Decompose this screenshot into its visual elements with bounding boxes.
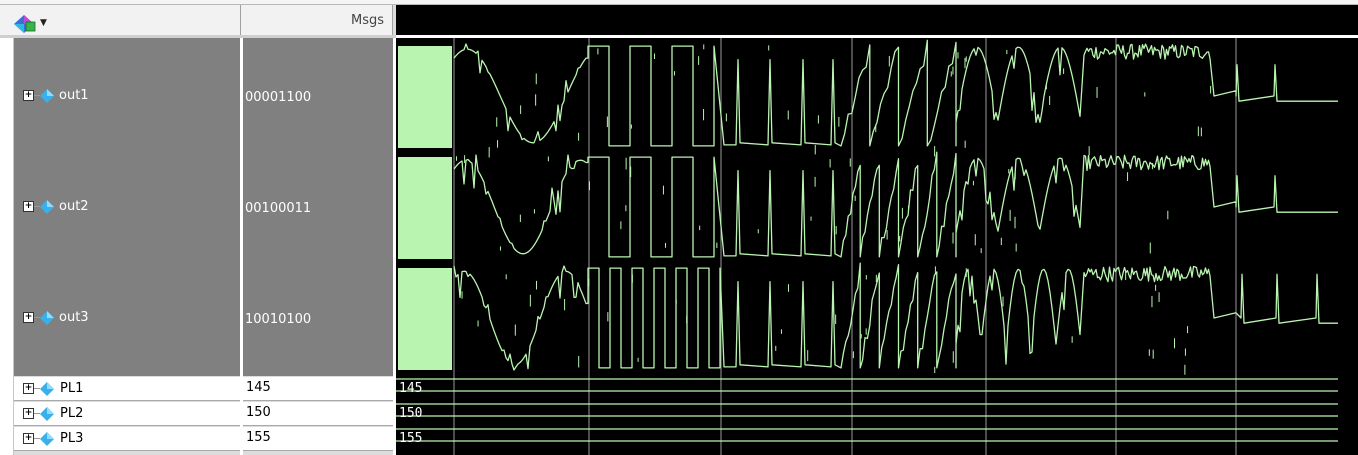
tree-gutter <box>0 38 14 455</box>
wave-timeline-header <box>396 5 1358 35</box>
wave-signal-icon[interactable] <box>12 14 36 34</box>
signal-value: 150 <box>243 402 393 426</box>
noise-burst <box>398 46 452 148</box>
diamond-signal-icon <box>40 88 54 103</box>
bus-wave-label: 155 <box>399 431 423 446</box>
signal-value: 155 <box>243 427 393 451</box>
signal-value: 00100011 <box>245 201 312 216</box>
analog-waveform[interactable] <box>453 262 1338 371</box>
diamond-signal-icon <box>40 381 54 396</box>
window-top-border <box>0 0 1358 5</box>
tree-connector <box>34 413 40 414</box>
tree-connector <box>34 95 40 96</box>
msgs-header-label: Msgs <box>350 13 384 28</box>
wave-top-line <box>396 35 1358 38</box>
tree-connector <box>34 206 40 207</box>
tree-connector <box>34 317 40 318</box>
signal-value: 145 <box>243 377 393 401</box>
waveform-canvas[interactable] <box>396 38 1358 455</box>
tree-connector <box>34 438 40 439</box>
diamond-signal-icon <box>40 310 54 325</box>
signal-name: PL1 <box>60 381 84 396</box>
signal-value: 00001100 <box>245 90 312 105</box>
expand-icon[interactable]: + <box>23 201 34 212</box>
signal-row-pl1[interactable]: + PL1 <box>14 377 240 401</box>
signal-row-out2[interactable]: + out2 <box>14 199 89 214</box>
signal-row-out3[interactable]: + out3 <box>14 310 89 325</box>
analog-waveform[interactable] <box>453 151 1338 258</box>
signal-name: PL3 <box>60 431 84 446</box>
column-divider[interactable] <box>240 38 243 455</box>
expand-icon[interactable]: + <box>23 433 34 444</box>
noise-burst <box>398 268 452 370</box>
column-divider[interactable] <box>393 38 396 455</box>
expand-icon[interactable]: + <box>23 408 34 419</box>
expand-icon[interactable]: + <box>23 383 34 394</box>
signal-name: out3 <box>59 310 89 325</box>
name-column-header[interactable]: ▼ <box>0 5 241 35</box>
tree-connector <box>34 388 40 389</box>
bus-wave-label: 145 <box>399 381 423 396</box>
expand-icon[interactable]: + <box>23 90 34 101</box>
signal-row-pl3[interactable]: + PL3 <box>14 427 240 451</box>
signal-name: out2 <box>59 199 89 214</box>
dropdown-arrow-icon[interactable]: ▼ <box>40 18 47 28</box>
signal-name: out1 <box>59 88 89 103</box>
analog-waveform[interactable] <box>453 39 1338 147</box>
diamond-signal-icon <box>40 199 54 214</box>
signal-value: 10010100 <box>245 312 312 327</box>
value-column-header: Msgs <box>241 5 393 35</box>
diamond-signal-icon <box>40 406 54 421</box>
waveform-pane[interactable]: 145 150 155 <box>396 38 1358 455</box>
noise-burst <box>398 157 452 259</box>
bus-wave-label: 150 <box>399 406 423 421</box>
analog-value-panel <box>243 38 393 376</box>
expand-icon[interactable]: + <box>23 312 34 323</box>
signal-row-pl2[interactable]: + PL2 <box>14 402 240 426</box>
signal-name: PL2 <box>60 406 84 421</box>
diamond-signal-icon <box>40 431 54 446</box>
signal-row-out1[interactable]: + out1 <box>14 88 89 103</box>
